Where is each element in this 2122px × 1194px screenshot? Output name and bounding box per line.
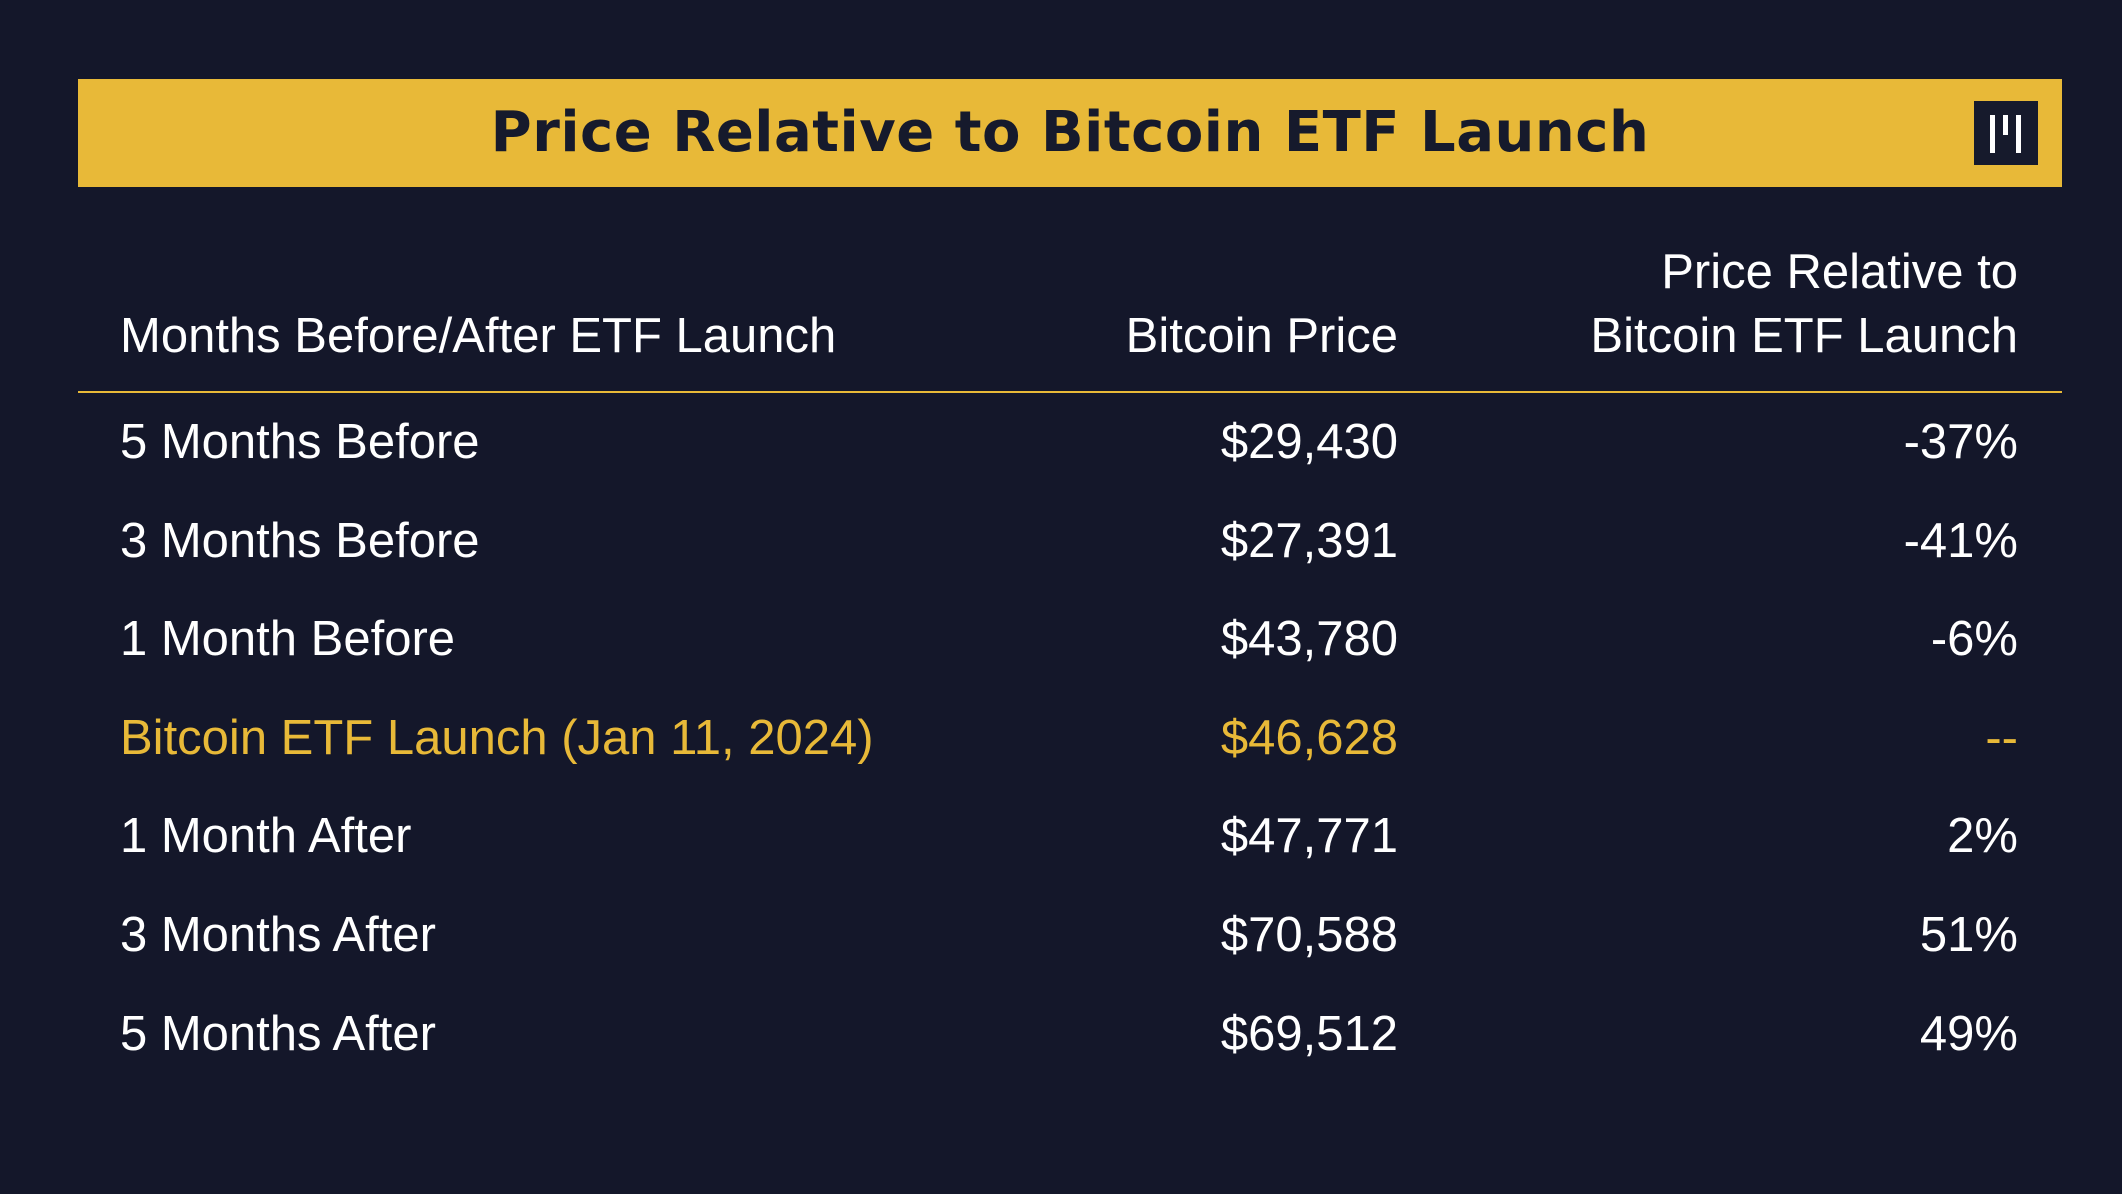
table-row-highlight: Bitcoin ETF Launch (Jan 11, 2024) $46,628… <box>78 689 2062 787</box>
column-header-relative: Price Relative to Bitcoin ETF Launch <box>1318 240 2018 368</box>
cell-period: 3 Months Before <box>120 513 480 568</box>
title-bar: Price Relative to Bitcoin ETF Launch <box>78 79 2062 187</box>
cell-price: $29,430 <box>1220 415 1398 469</box>
cell-relative: 51% <box>1919 908 2018 962</box>
table-row: 3 Months Before $27,391 -41% <box>78 492 2062 590</box>
cell-relative: -37% <box>1903 415 2018 469</box>
chart-title: Price Relative to Bitcoin ETF Launch <box>490 100 1650 165</box>
table-row: 5 Months Before $29,430 -37% <box>78 393 2062 491</box>
cell-period: 3 Months After <box>120 908 436 962</box>
cell-period: 5 Months After <box>120 1006 436 1061</box>
cell-price: $46,628 <box>1220 710 1398 765</box>
table-row: 5 Months After $69,512 49% <box>78 985 2062 1083</box>
table-row: 1 Month After $47,771 2% <box>78 787 2062 885</box>
cell-period: Bitcoin ETF Launch (Jan 11, 2024) <box>120 710 874 765</box>
cell-period: 1 Month Before <box>120 612 456 667</box>
cell-price: $47,771 <box>1220 809 1398 864</box>
column-header-relative-line1: Price Relative to <box>1661 245 2018 299</box>
column-header-price: Bitcoin Price <box>1125 309 1398 363</box>
cell-period: 1 Month After <box>120 809 412 864</box>
cell-price: $27,391 <box>1220 513 1398 568</box>
cell-price: $70,588 <box>1220 908 1398 962</box>
cell-relative: -41% <box>1903 513 2018 568</box>
cell-price: $69,512 <box>1220 1006 1398 1061</box>
cell-relative: 2% <box>1947 809 2018 864</box>
brand-logo-icon <box>1974 101 2038 165</box>
table-header: Months Before/After ETF Launch Bitcoin P… <box>78 240 2062 390</box>
column-header-period: Months Before/After ETF Launch <box>120 309 837 363</box>
cell-relative: -- <box>1985 710 2018 765</box>
table-row: 1 Month Before $43,780 -6% <box>78 590 2062 688</box>
cell-period: 5 Months Before <box>120 415 480 469</box>
cell-relative: -6% <box>1930 612 2018 667</box>
column-header-relative-line2: Bitcoin ETF Launch <box>1590 309 2018 363</box>
cell-price: $43,780 <box>1220 612 1398 667</box>
table-row: 3 Months After $70,588 51% <box>78 886 2062 984</box>
cell-relative: 49% <box>1919 1006 2018 1061</box>
header-divider <box>78 391 2062 393</box>
